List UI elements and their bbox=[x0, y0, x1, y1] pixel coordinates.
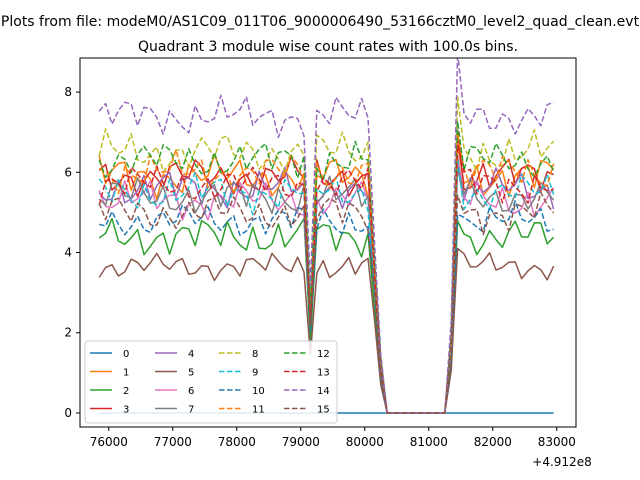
legend-label-14: 14 bbox=[317, 386, 330, 397]
legend-label-5: 5 bbox=[188, 368, 194, 379]
series-2-line bbox=[98, 217, 555, 414]
series-5-line bbox=[98, 247, 555, 414]
series-1-line bbox=[98, 143, 555, 414]
series-7-line bbox=[98, 165, 555, 414]
series-11-line bbox=[98, 133, 555, 414]
series-12-line bbox=[98, 120, 555, 414]
y-tick-label: 2 bbox=[64, 326, 72, 340]
y-axis: 0 2 4 6 8 bbox=[64, 85, 80, 420]
x-tick-label: 76000 bbox=[90, 435, 128, 449]
x-axis: 76000 77000 78000 79000 80000 81000 82000 83000 bbox=[90, 427, 576, 449]
legend-label-0: 0 bbox=[123, 349, 129, 360]
legend-label-12: 12 bbox=[317, 349, 330, 360]
x-offset-label: +4.912e8 bbox=[532, 455, 591, 469]
y-tick-label: 4 bbox=[64, 246, 72, 260]
x-tick-label: 79000 bbox=[282, 435, 320, 449]
legend-label-4: 4 bbox=[188, 349, 194, 360]
series-15-line bbox=[98, 191, 555, 414]
legend-label-6: 6 bbox=[188, 386, 194, 397]
y-tick-label: 0 bbox=[64, 406, 72, 420]
chart-title: Quadrant 3 module wise count rates with … bbox=[138, 39, 518, 55]
legend-label-9: 9 bbox=[252, 368, 258, 379]
x-tick-label: 83000 bbox=[538, 435, 576, 449]
legend-label-10: 10 bbox=[252, 386, 265, 397]
legend-label-2: 2 bbox=[123, 386, 129, 397]
chart-suptitle: Plots from file: modeM0/AS1C09_011T06_90… bbox=[1, 14, 640, 30]
legend-label-8: 8 bbox=[252, 349, 258, 360]
y-tick-label: 6 bbox=[64, 165, 72, 179]
series-14-line bbox=[98, 58, 554, 414]
x-tick-label: 78000 bbox=[218, 435, 256, 449]
legend-label-15: 15 bbox=[317, 405, 330, 416]
x-tick-label: 77000 bbox=[154, 435, 192, 449]
x-tick-label: 82000 bbox=[474, 435, 512, 449]
legend-label-3: 3 bbox=[123, 405, 129, 416]
series-layer bbox=[98, 58, 555, 414]
plot-frame bbox=[79, 57, 577, 428]
legend-label-7: 7 bbox=[188, 405, 194, 416]
y-tick-label: 8 bbox=[64, 85, 72, 99]
x-tick-label: 80000 bbox=[346, 435, 384, 449]
legend-label-1: 1 bbox=[123, 368, 129, 379]
x-tick-label: 81000 bbox=[410, 435, 448, 449]
series-13-line bbox=[98, 144, 554, 414]
legend-label-11: 11 bbox=[252, 405, 265, 416]
legend-box bbox=[84, 340, 338, 424]
legend-label-13: 13 bbox=[317, 368, 330, 379]
series-10-line bbox=[99, 200, 554, 414]
series-9-line bbox=[98, 158, 555, 414]
